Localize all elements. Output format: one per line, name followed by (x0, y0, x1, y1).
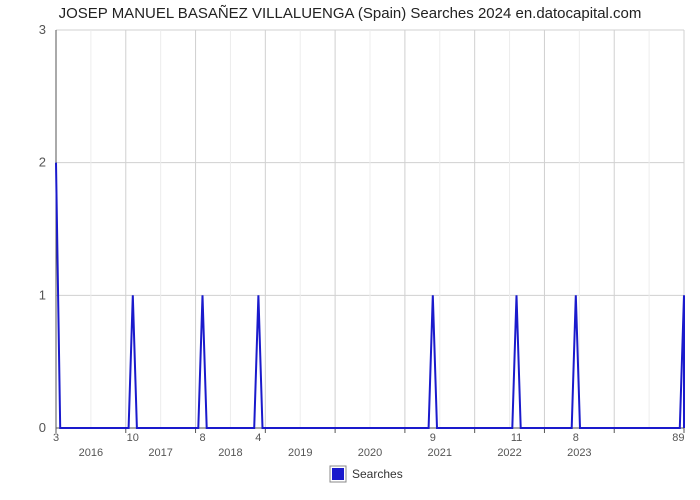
svg-text:10: 10 (127, 432, 139, 444)
svg-text:89: 89 (672, 432, 684, 444)
svg-text:9: 9 (430, 432, 436, 444)
svg-text:1: 1 (39, 287, 46, 302)
legend-swatch (332, 468, 344, 480)
svg-text:3: 3 (53, 432, 59, 444)
x-year-labels: 2016 2017 2018 2019 2020 2021 2022 2023 (79, 447, 592, 459)
svg-text:8: 8 (199, 432, 205, 444)
svg-text:2018: 2018 (218, 447, 242, 459)
legend-label: Searches (352, 467, 403, 481)
legend: Searches (330, 466, 403, 482)
chart-title: JOSEP MANUEL BASAÑEZ VILLALUENGA (Spain)… (59, 5, 642, 22)
svg-text:2: 2 (39, 155, 46, 170)
svg-text:2023: 2023 (567, 447, 591, 459)
svg-text:2019: 2019 (288, 447, 312, 459)
svg-text:11: 11 (511, 432, 522, 444)
svg-text:2016: 2016 (79, 447, 103, 459)
svg-text:2022: 2022 (497, 447, 521, 459)
svg-text:0: 0 (39, 420, 46, 435)
vert-gridlines (56, 30, 684, 428)
svg-text:2021: 2021 (428, 447, 452, 459)
y-axis-ticks: 0 1 2 3 (39, 22, 46, 435)
svg-text:4: 4 (255, 432, 261, 444)
svg-text:8: 8 (573, 432, 579, 444)
search-chart: JOSEP MANUEL BASAÑEZ VILLALUENGA (Spain)… (0, 0, 700, 500)
svg-text:2017: 2017 (148, 447, 172, 459)
x-value-labels: 3 10 8 4 9 11 8 89 (53, 432, 685, 444)
svg-text:3: 3 (39, 22, 46, 37)
svg-text:2020: 2020 (358, 447, 382, 459)
